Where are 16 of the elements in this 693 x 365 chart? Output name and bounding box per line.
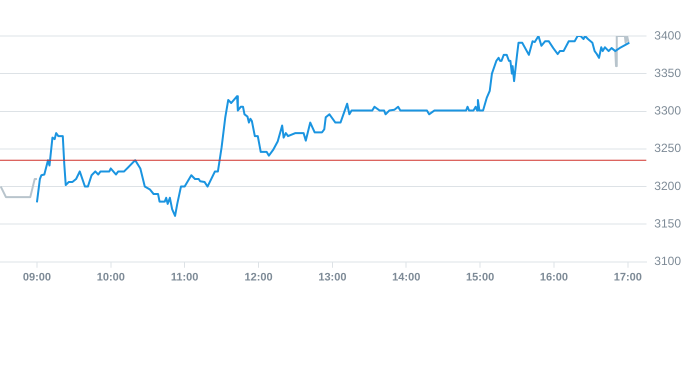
- y-tick-label: 3200: [654, 178, 682, 193]
- y-tick-label: 3150: [654, 216, 682, 230]
- y-tick-label: 3250: [654, 141, 682, 156]
- y-tick-label: 3400: [654, 28, 682, 42]
- x-tick-label: 15:00: [466, 271, 494, 284]
- x-tick-label: 10:00: [96, 271, 125, 284]
- x-tick-label: 11:00: [170, 271, 198, 284]
- x-tick-label: 13:00: [318, 271, 346, 284]
- x-tick-label: 17:00: [614, 271, 642, 284]
- x-tick-label: 14:00: [392, 271, 420, 284]
- y-tick-label: 3100: [654, 254, 682, 268]
- x-tick-label: 09:00: [22, 271, 51, 284]
- x-tick-label: 12:00: [244, 271, 273, 284]
- y-tick-label: 3350: [654, 66, 682, 80]
- x-tick-label: 16:00: [540, 271, 568, 284]
- y-tick-label: 3300: [654, 104, 682, 118]
